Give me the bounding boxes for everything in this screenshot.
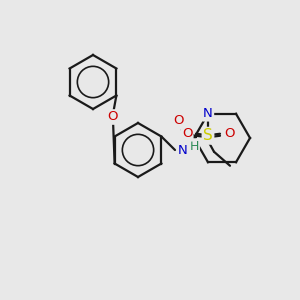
Text: N: N <box>178 143 188 157</box>
Text: O: O <box>173 113 183 127</box>
Text: N: N <box>203 107 213 120</box>
Text: S: S <box>203 128 213 143</box>
Text: H: H <box>189 140 199 152</box>
Text: O: O <box>224 127 234 140</box>
Text: O: O <box>108 110 118 124</box>
Text: O: O <box>182 127 192 140</box>
